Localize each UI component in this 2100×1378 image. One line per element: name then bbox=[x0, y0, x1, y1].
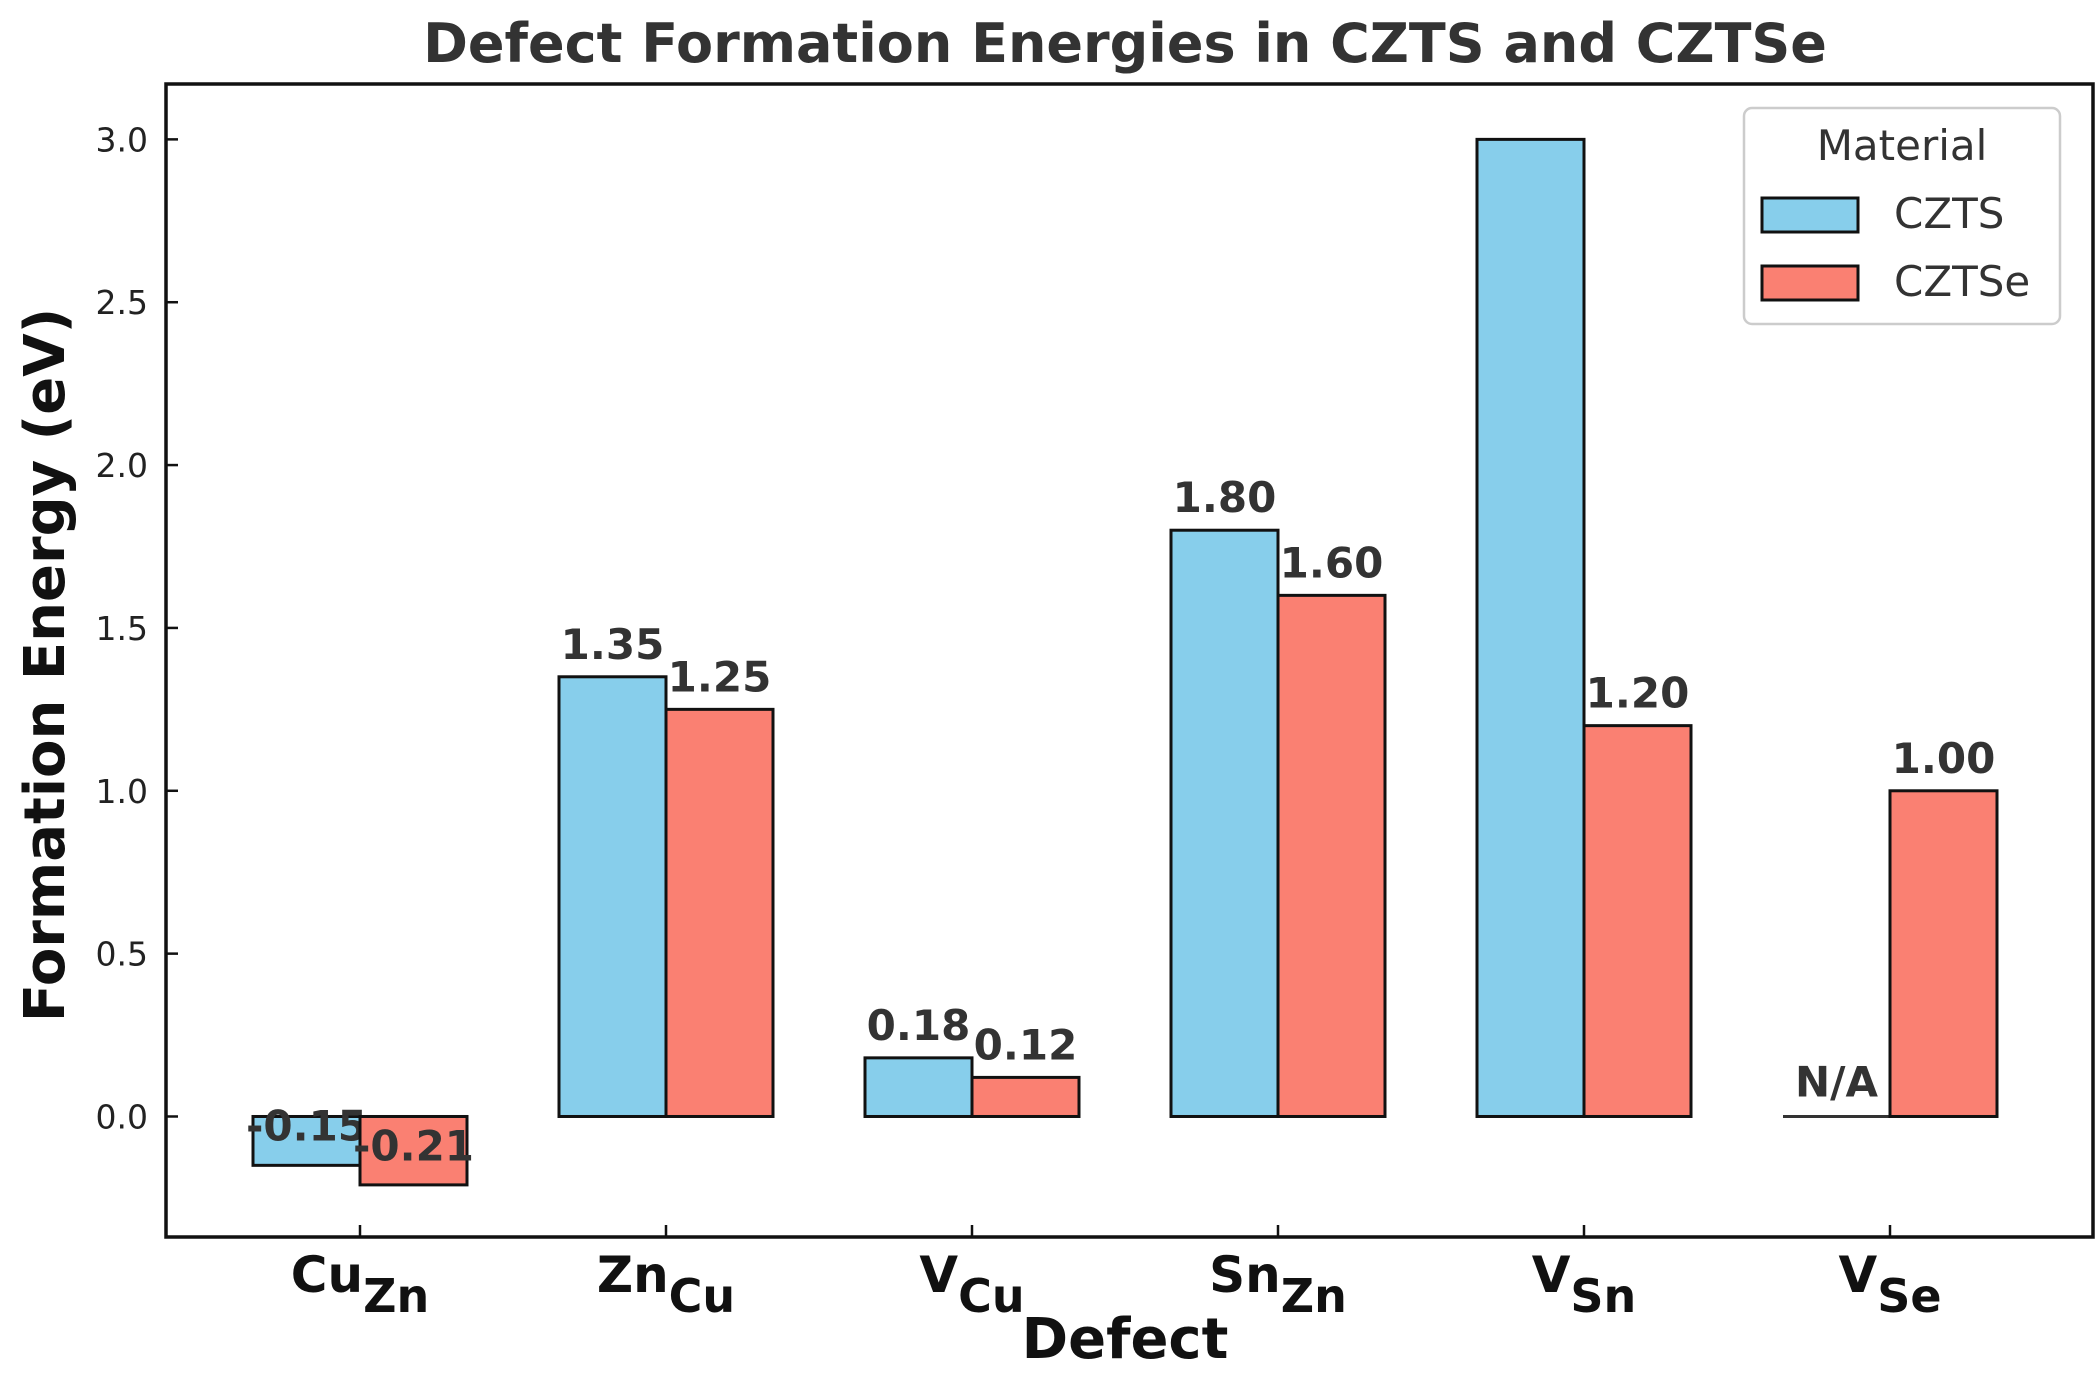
bar-value-label: 1.25 bbox=[668, 652, 772, 701]
y-tick-label: 0.0 bbox=[96, 1097, 148, 1136]
bar-czts bbox=[557, 675, 668, 1118]
x-tick-label: VSe bbox=[1838, 1246, 1941, 1323]
chart-title: Defect Formation Energies in CZTS and CZ… bbox=[423, 12, 1827, 75]
legend-label-czts: CZTS bbox=[1894, 189, 2004, 238]
bar-value-label: N/A bbox=[1795, 1057, 1878, 1106]
bar-value-label: 1.35 bbox=[561, 620, 665, 669]
bar-cztse bbox=[358, 1114, 469, 1187]
bar-value-label: 1.80 bbox=[1173, 473, 1277, 522]
y-tick-label: 1.5 bbox=[96, 609, 148, 648]
plot-frame bbox=[164, 82, 2095, 1239]
y-tick-label: 3.0 bbox=[96, 120, 148, 159]
y-axis-label: Formation Energy (eV) bbox=[13, 308, 78, 1022]
x-axis-label: Defect bbox=[1022, 1307, 1229, 1372]
legend-swatch-czts bbox=[1760, 196, 1860, 234]
x-tick-label: SnZn bbox=[1209, 1246, 1347, 1323]
bar-cztse bbox=[1582, 724, 1693, 1118]
x-tick-label: ZnCu bbox=[597, 1246, 735, 1323]
x-tick-label: CuZn bbox=[291, 1246, 429, 1323]
y-tick-label: 2.5 bbox=[96, 283, 148, 322]
x-tick-label: VSn bbox=[1532, 1246, 1637, 1323]
bar-value-label: 0.18 bbox=[867, 1001, 971, 1050]
bar-czts bbox=[1169, 528, 1280, 1118]
y-tick-label: 1.0 bbox=[96, 772, 148, 811]
legend-title: Material bbox=[1817, 121, 1988, 170]
legend-swatch-cztse bbox=[1760, 264, 1860, 302]
bar-czts bbox=[251, 1114, 362, 1167]
bar-value-label: 1.20 bbox=[1586, 669, 1690, 718]
bar-value-label: 1.60 bbox=[1280, 538, 1384, 587]
bar-cztse bbox=[664, 707, 775, 1118]
bar-cztse bbox=[970, 1075, 1081, 1118]
bar-cztse bbox=[1276, 593, 1387, 1118]
bar-czts bbox=[1475, 137, 1586, 1118]
bar-value-label: -0.21 bbox=[353, 1121, 474, 1170]
legend: Material CZTS CZTSe bbox=[1742, 106, 2062, 326]
bar-value-label: 0.12 bbox=[974, 1020, 1078, 1069]
y-tick-label: 0.5 bbox=[96, 935, 148, 974]
bar-czts bbox=[863, 1056, 974, 1118]
x-tick-label: VCu bbox=[919, 1246, 1024, 1323]
y-tick-label: 2.0 bbox=[96, 446, 148, 485]
bar-value-label: -0.15 bbox=[246, 1101, 367, 1150]
bar-value-label: 1.00 bbox=[1892, 734, 1996, 783]
legend-label-cztse: CZTSe bbox=[1894, 257, 2030, 306]
bar-cztse bbox=[1888, 789, 1999, 1118]
